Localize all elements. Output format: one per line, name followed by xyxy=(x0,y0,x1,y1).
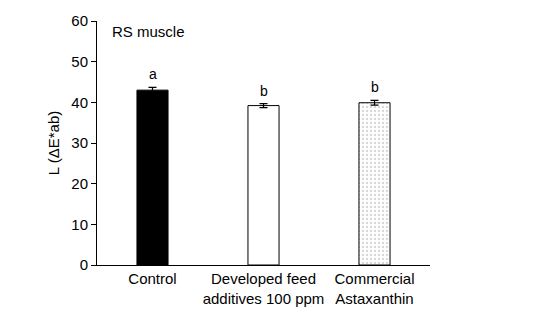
svg-text:60: 60 xyxy=(71,12,88,29)
svg-text:a: a xyxy=(149,66,157,82)
svg-text:10: 10 xyxy=(71,216,88,233)
svg-text:L (ΔE*ab): L (ΔE*ab) xyxy=(45,111,62,176)
svg-text:20: 20 xyxy=(71,175,88,192)
svg-text:b: b xyxy=(371,79,379,95)
svg-text:CommercialAstaxanthin: CommercialAstaxanthin xyxy=(334,270,414,307)
svg-text:0: 0 xyxy=(80,256,88,273)
svg-text:RS muscle: RS muscle xyxy=(112,23,185,40)
svg-text:50: 50 xyxy=(71,53,88,70)
svg-text:Developed feedadditives 100 pp: Developed feedadditives 100 ppm xyxy=(203,270,325,307)
svg-text:b: b xyxy=(260,83,268,99)
svg-text:40: 40 xyxy=(71,94,88,111)
svg-text:30: 30 xyxy=(71,134,88,151)
svg-text:Control: Control xyxy=(128,270,176,287)
